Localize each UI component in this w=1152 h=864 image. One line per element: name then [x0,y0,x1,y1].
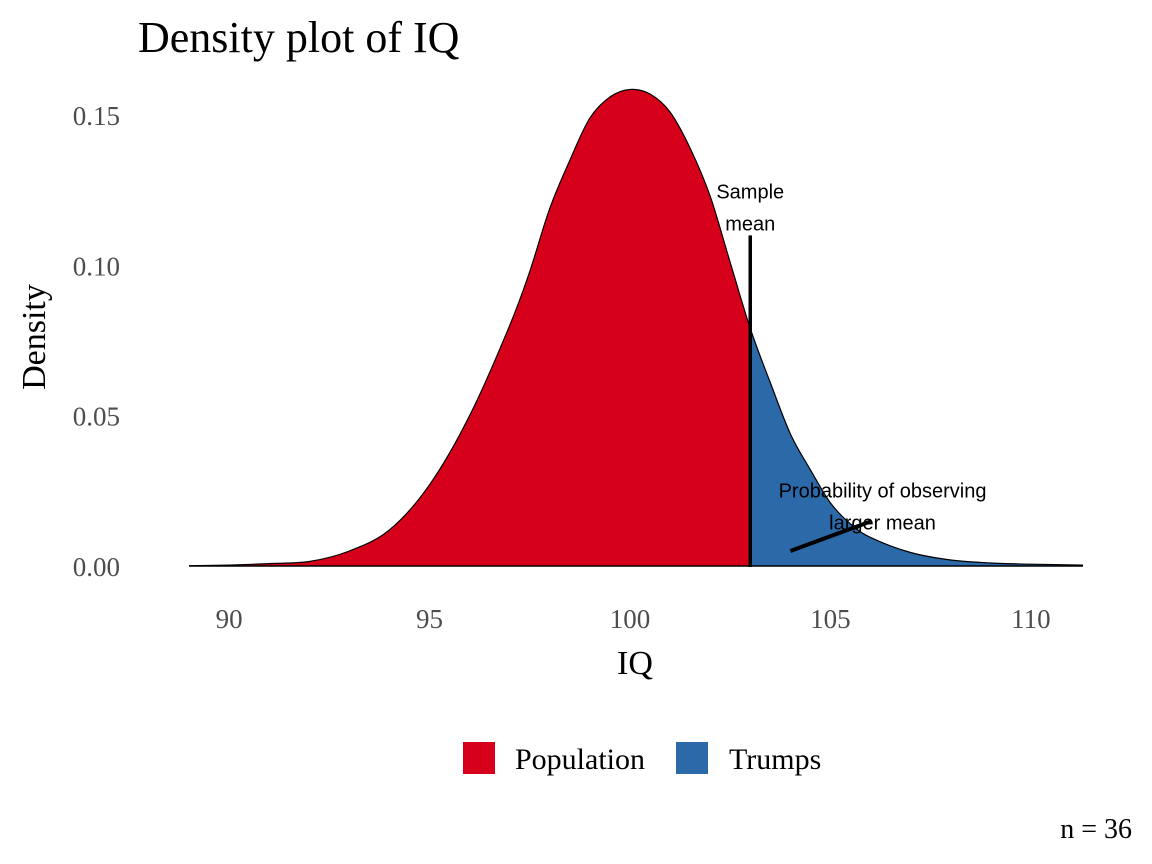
x-tick-label: 90 [216,604,243,634]
probability-annotation-line-2: larger mean [829,512,936,534]
density-curve [188,88,1084,567]
trumps-area [750,328,1083,566]
plot-area [188,88,1084,567]
mean-annotation-line-2: mean [725,213,775,235]
probability-pointer-line [789,519,872,553]
legend-swatch-population [463,742,495,774]
y-tick-label: 0.00 [73,552,120,582]
probability-annotation-line-1: Probability of observing [779,480,987,502]
mean-annotation: Sample mean [716,181,784,235]
population-area [189,89,751,566]
y-tick-label: 0.05 [73,402,120,432]
y-axis-title: Density [16,284,53,390]
sample-size-caption: n = 36 [1060,814,1132,845]
probability-annotation: Probability of observing larger mean [779,480,987,534]
mean-annotation-line-1: Sample [716,181,784,203]
x-axis-title: IQ [617,645,653,682]
x-tick-label: 110 [1011,604,1051,634]
y-tick-label: 0.10 [73,251,120,281]
y-axis-ticks: 0.00 0.05 0.10 0.15 [73,101,120,582]
x-tick-label: 100 [610,604,651,634]
legend: Population Trumps [463,742,821,776]
x-tick-label: 105 [810,604,851,634]
legend-swatch-trumps [676,742,708,774]
x-tick-label: 95 [416,604,443,634]
legend-label-population: Population [515,743,645,776]
x-axis-ticks: 90 95 100 105 110 [216,604,1051,634]
y-tick-label: 0.15 [73,101,120,131]
legend-label-trumps: Trumps [729,743,821,776]
chart-title: Density plot of IQ [138,13,460,62]
